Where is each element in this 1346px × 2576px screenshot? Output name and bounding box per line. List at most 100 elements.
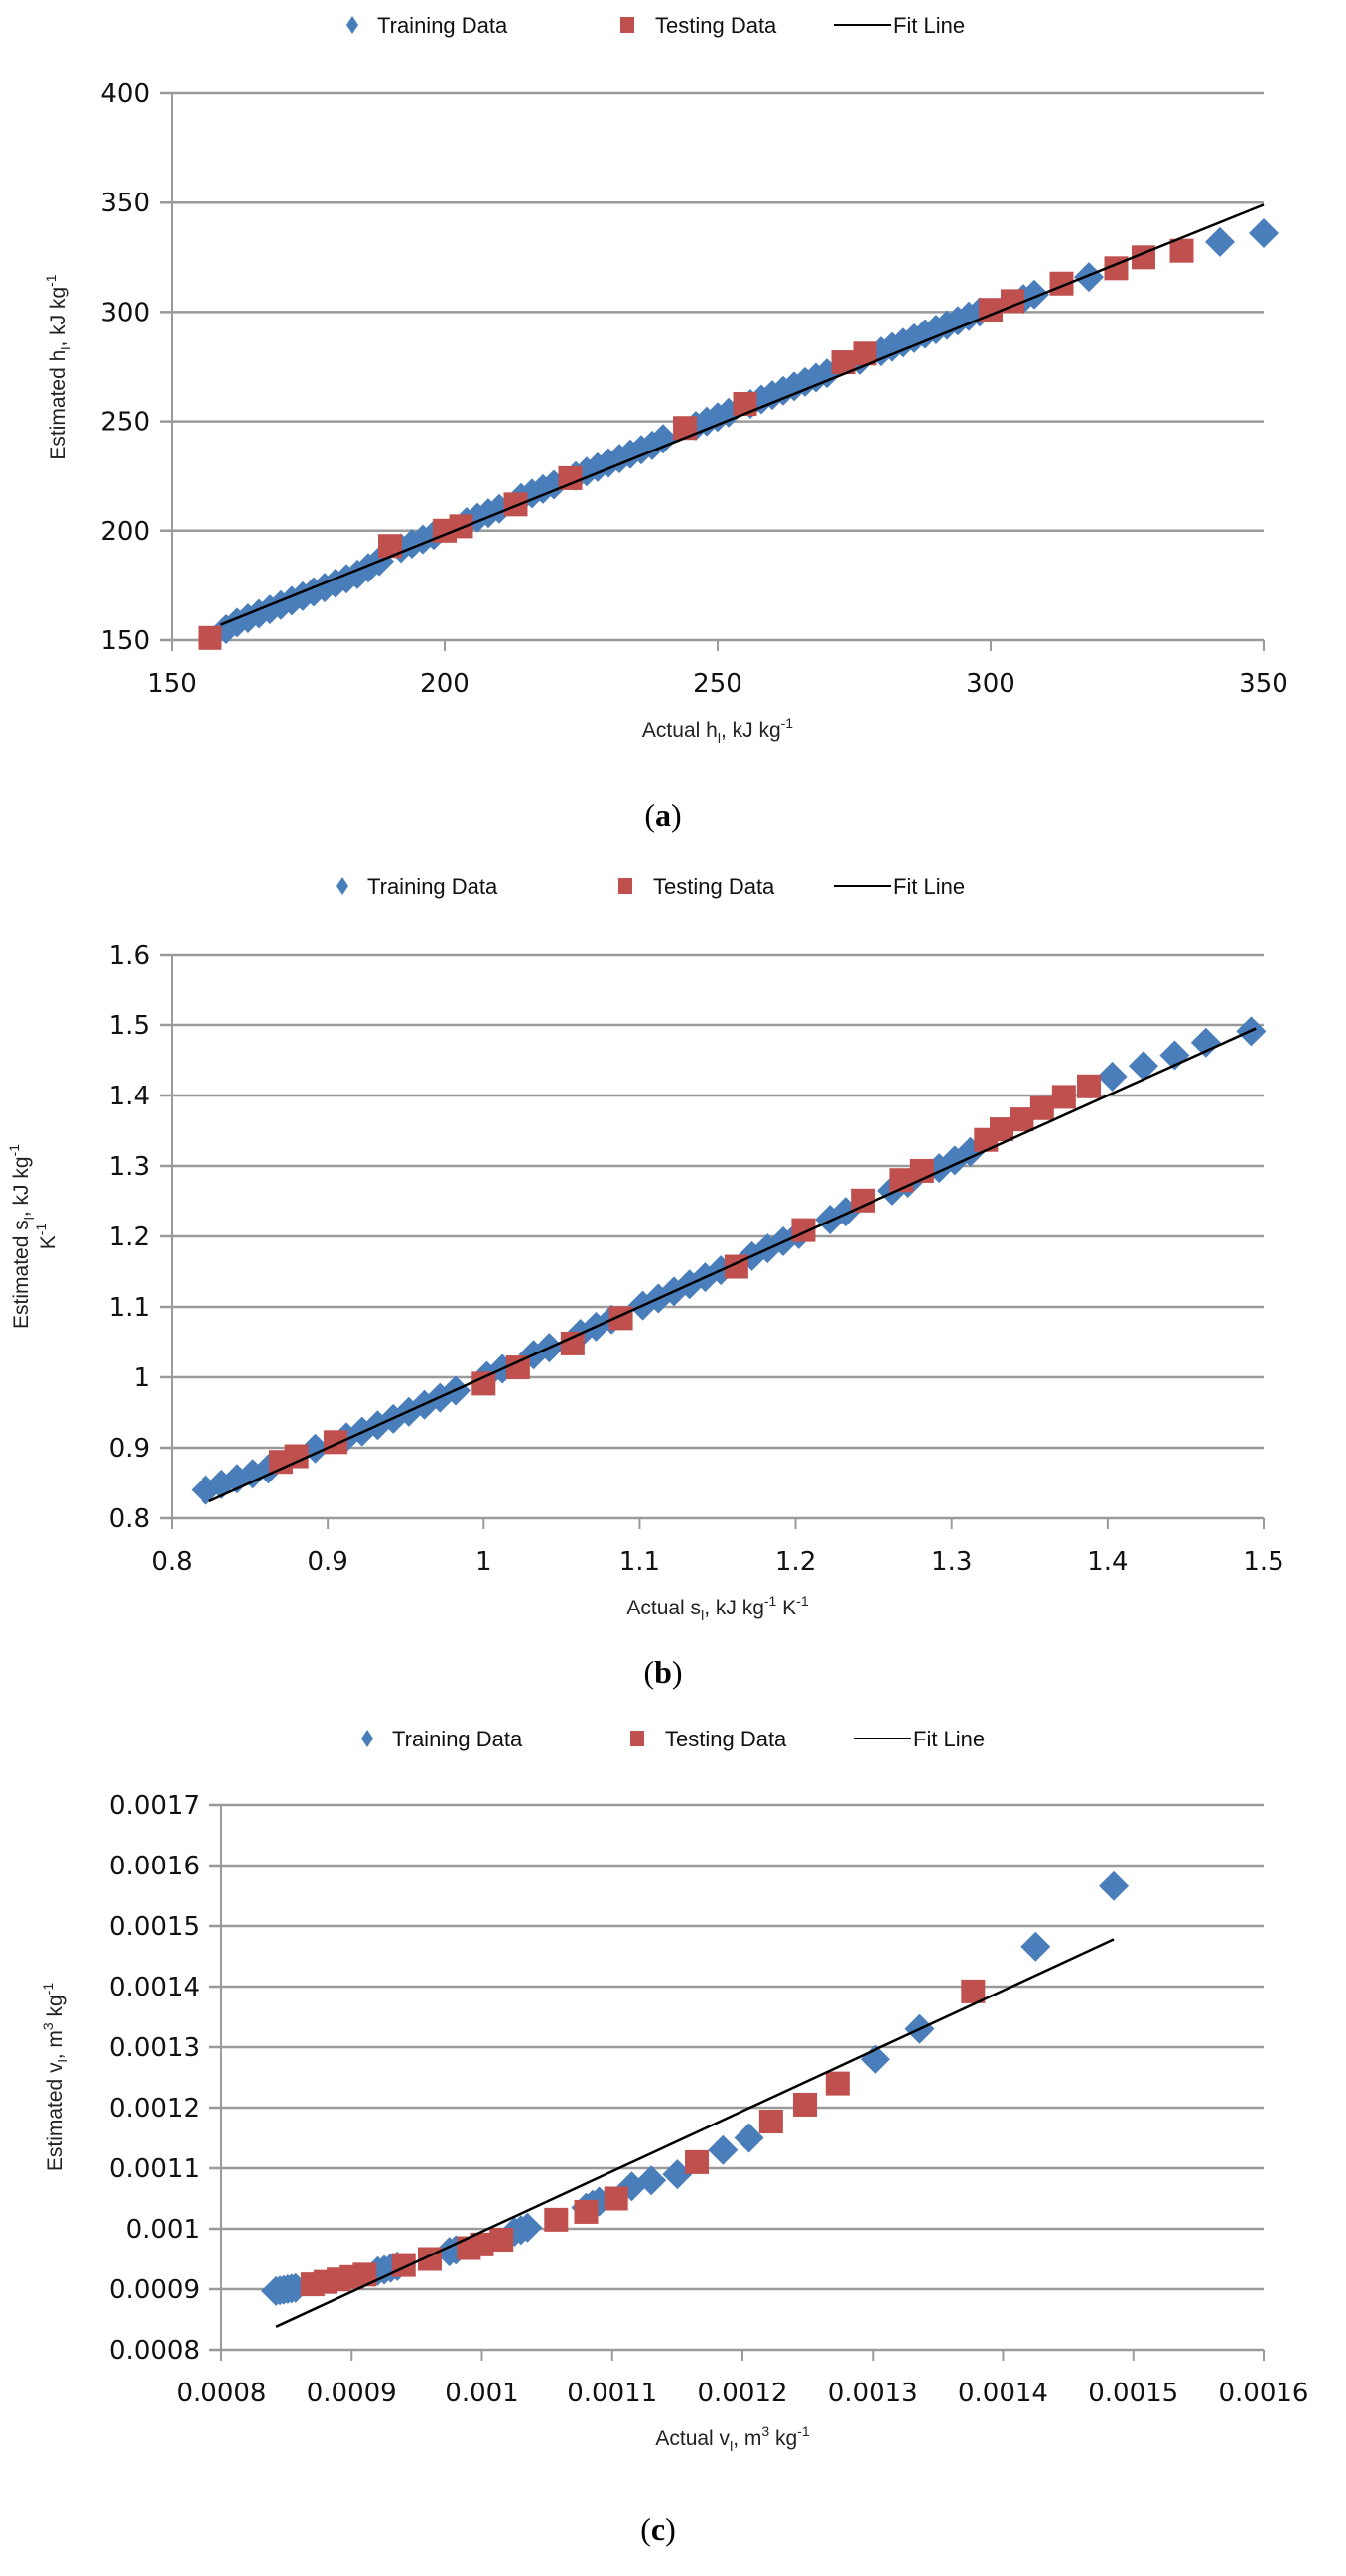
legend-training-label: Training Data bbox=[377, 13, 508, 38]
training-point bbox=[662, 2159, 693, 2190]
y-tick-label: 200 bbox=[100, 517, 150, 547]
x-tick-label: 1 bbox=[475, 1547, 492, 1577]
x-axis-title-rest: , kJ kg bbox=[704, 1597, 764, 1619]
y-tick-label: 0.0008 bbox=[109, 2336, 200, 2366]
training-point bbox=[1097, 1061, 1128, 1092]
legend-testing-label: Testing Data bbox=[653, 874, 775, 899]
legend: Training Data Testing Data Fit Line bbox=[336, 874, 965, 899]
panel-caption: (a) bbox=[644, 797, 681, 833]
legend: Training Data Testing Data Fit Line bbox=[361, 1727, 985, 1751]
caption-letter: a bbox=[655, 797, 671, 833]
y-axis-title-main: Estimated h bbox=[47, 350, 69, 460]
x-tick-label: 350 bbox=[1239, 669, 1288, 699]
fit-line bbox=[275, 1938, 1115, 2328]
testing-point bbox=[560, 1331, 585, 1355]
x-axis-title-sub: l bbox=[730, 2438, 733, 2454]
y-tick-label: 0.0015 bbox=[109, 1912, 200, 1942]
x-axis-title-sup2: -1 bbox=[796, 1593, 809, 1609]
x-axis-title-rest: , kJ kg bbox=[721, 719, 781, 742]
y-axis-title-sup: 3 bbox=[40, 2022, 56, 2030]
y-tick-label: 0.9 bbox=[109, 1434, 150, 1464]
x-tick-label: 0.001 bbox=[445, 2379, 518, 2408]
chart-b: Training Data Testing Data Fit Line 0.8 0.9 1… bbox=[6, 874, 1284, 1690]
training-point bbox=[1019, 279, 1049, 310]
x-axis-title: Actual hl, kJ kg-1 bbox=[642, 715, 793, 746]
x-tick-label: 0.0013 bbox=[828, 2379, 918, 2408]
training-point bbox=[1074, 262, 1104, 293]
x-axis-title-rest: , m bbox=[733, 2427, 761, 2450]
training-point bbox=[648, 424, 678, 454]
chart-a: Training Data Testing Data Fit Line 150 200 2… bbox=[43, 13, 1288, 833]
legend: Training Data Testing Data Fit Line bbox=[346, 13, 965, 38]
legend-training-marker bbox=[346, 16, 358, 34]
training-point bbox=[636, 2165, 667, 2196]
legend-training-label: Training Data bbox=[367, 874, 498, 899]
y-tick-label: 1.6 bbox=[109, 941, 150, 970]
y-axis-title-rest: , kJ kg bbox=[10, 1156, 33, 1217]
testing-point bbox=[449, 514, 473, 539]
testing-point bbox=[733, 391, 757, 416]
caption-letter: c bbox=[651, 2512, 665, 2547]
caption-open-paren: ( bbox=[644, 797, 655, 833]
x-axis-title-sup: -1 bbox=[781, 715, 794, 731]
x-tick-label: 250 bbox=[693, 669, 742, 699]
x-tick-label: 1.4 bbox=[1087, 1547, 1128, 1577]
x-tick-label: 0.0014 bbox=[958, 2379, 1048, 2408]
x-axis-title-sup: -1 bbox=[764, 1593, 777, 1609]
y-tick-label: 0.0012 bbox=[109, 2094, 200, 2124]
x-axis-title: Actual vl, m3 kg-1 bbox=[655, 2423, 809, 2454]
y-axis-title: Estimated hl, kJ kg-1 bbox=[43, 274, 73, 459]
caption-close-paren: ) bbox=[671, 797, 682, 833]
x-axis-title-sub: l bbox=[701, 1608, 704, 1623]
training-point bbox=[237, 1459, 268, 1489]
testing-point bbox=[1169, 238, 1194, 263]
x-tick-label: 1.5 bbox=[1243, 1547, 1283, 1577]
caption-close-paren: ) bbox=[672, 1654, 683, 1690]
y-tick-label: 150 bbox=[100, 626, 150, 656]
y-axis-title-sub: l bbox=[55, 2059, 70, 2062]
testing-point bbox=[324, 1430, 347, 1455]
x-axis-title-main: Actual h bbox=[642, 719, 718, 742]
y-tick-label: 0.0017 bbox=[109, 1791, 200, 1821]
x-tick-label: 1.2 bbox=[775, 1547, 816, 1577]
y-tick-label: 1.5 bbox=[109, 1011, 150, 1041]
training-point bbox=[1205, 226, 1235, 257]
y-axis-title-rest: , kJ kg bbox=[47, 287, 69, 347]
testing-point bbox=[489, 2227, 514, 2252]
y-axis-title-main: Estimated s bbox=[10, 1220, 33, 1329]
testing-point bbox=[544, 2207, 569, 2232]
x-tick-label: 150 bbox=[147, 669, 197, 699]
y-tick-label: 0.0011 bbox=[109, 2154, 200, 2184]
training-point bbox=[708, 2134, 739, 2165]
training-point bbox=[1129, 1051, 1158, 1082]
testing-point bbox=[1051, 1085, 1076, 1109]
testing-point bbox=[1029, 1095, 1054, 1120]
x-tick-label: 0.0016 bbox=[1219, 2379, 1309, 2408]
x-axis-title-rest2: kg bbox=[769, 2427, 797, 2450]
legend-fit-label: Fit Line bbox=[913, 1727, 985, 1751]
x-axis-title-sub: l bbox=[718, 730, 721, 746]
testing-point bbox=[990, 1117, 1013, 1142]
x-tick-label: 0.9 bbox=[307, 1547, 347, 1577]
panel-caption: (b) bbox=[643, 1654, 682, 1690]
legend-testing-label: Testing Data bbox=[655, 13, 777, 38]
testing-point bbox=[503, 492, 528, 517]
y-axis-title-sub: l bbox=[58, 347, 73, 350]
y-axis-title-line2-main: K bbox=[37, 1235, 60, 1249]
y-axis-title-main: Estimated v bbox=[44, 2062, 67, 2171]
testing-point bbox=[825, 2071, 850, 2096]
x-tick-label: 1.1 bbox=[619, 1547, 660, 1577]
testing-point bbox=[961, 1979, 986, 2003]
y-tick-label: 0.0013 bbox=[109, 2033, 200, 2063]
testing-point bbox=[198, 625, 222, 650]
fit-line bbox=[220, 203, 1265, 626]
x-axis-title-sup: 3 bbox=[761, 2423, 769, 2439]
testing-point bbox=[685, 2149, 710, 2174]
testing-point bbox=[758, 2110, 783, 2134]
x-axis-title-main: Actual v bbox=[655, 2427, 730, 2450]
y-axis-title-line2-sup: -1 bbox=[33, 1224, 49, 1236]
legend-testing-marker bbox=[620, 17, 634, 33]
training-point bbox=[1249, 218, 1279, 249]
y-tick-label: 1.3 bbox=[109, 1152, 150, 1182]
